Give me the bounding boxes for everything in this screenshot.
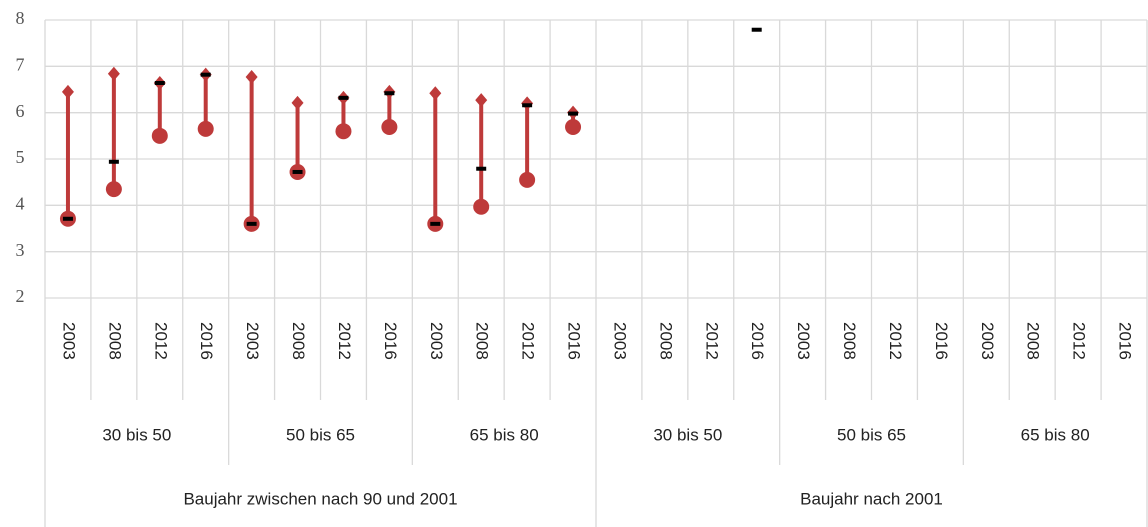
x-tick-label: 2008 xyxy=(840,322,859,360)
x-tick-label: 2008 xyxy=(289,322,308,360)
x-tick-label: 2012 xyxy=(702,322,721,360)
group-label: 65 bis 80 xyxy=(1021,425,1090,444)
high-marker xyxy=(429,86,442,101)
group-label: 50 bis 65 xyxy=(837,425,906,444)
y-tick-label: 4 xyxy=(16,193,25,213)
supergroup-label: Baujahr nach 2001 xyxy=(800,489,943,508)
supergroup-label: Baujahr zwischen nach 90 und 2001 xyxy=(183,489,457,508)
x-tick-label: 2016 xyxy=(932,322,951,360)
x-tick-label: 2003 xyxy=(610,322,629,360)
x-tick-label: 2008 xyxy=(473,322,492,360)
high-marker xyxy=(107,66,120,81)
low-marker xyxy=(335,123,352,140)
x-tick-label: 2012 xyxy=(519,322,538,360)
y-tick-label: 5 xyxy=(16,147,25,167)
low-marker xyxy=(519,171,536,188)
high-marker xyxy=(291,95,304,110)
high-marker xyxy=(245,69,258,84)
x-tick-label: 2016 xyxy=(748,322,767,360)
group-label: 30 bis 50 xyxy=(653,425,722,444)
low-marker xyxy=(151,127,168,144)
x-tick-label: 2016 xyxy=(381,322,400,360)
x-tick-label: 2003 xyxy=(978,322,997,360)
x-tick-label: 2003 xyxy=(59,322,78,360)
low-marker xyxy=(565,119,582,136)
x-tick-label: 2012 xyxy=(886,322,905,360)
group-label: 65 bis 80 xyxy=(470,425,539,444)
y-tick-label: 2 xyxy=(16,286,25,306)
high-marker xyxy=(61,84,74,99)
x-tick-label: 2012 xyxy=(1070,322,1089,360)
low-marker xyxy=(473,198,490,215)
x-tick-label: 2016 xyxy=(565,322,584,360)
x-tick-label: 2003 xyxy=(794,322,813,360)
low-marker xyxy=(105,181,122,198)
x-tick-label: 2012 xyxy=(335,322,354,360)
y-tick-label: 8 xyxy=(16,8,25,28)
x-tick-label: 2016 xyxy=(197,322,216,360)
y-tick-label: 6 xyxy=(16,101,25,121)
x-tick-label: 2008 xyxy=(105,322,124,360)
x-tick-label: 2008 xyxy=(656,322,675,360)
x-tick-label: 2008 xyxy=(1024,322,1043,360)
x-tick-label: 2003 xyxy=(427,322,446,360)
group-label: 30 bis 50 xyxy=(102,425,171,444)
y-tick-label: 3 xyxy=(16,240,25,260)
group-label: 50 bis 65 xyxy=(286,425,355,444)
low-marker xyxy=(381,119,398,136)
high-marker xyxy=(475,93,488,108)
x-tick-label: 2012 xyxy=(151,322,170,360)
x-tick-label: 2016 xyxy=(1116,322,1135,360)
y-tick-label: 7 xyxy=(16,54,25,74)
low-marker xyxy=(197,120,214,137)
x-tick-label: 2003 xyxy=(243,322,262,360)
